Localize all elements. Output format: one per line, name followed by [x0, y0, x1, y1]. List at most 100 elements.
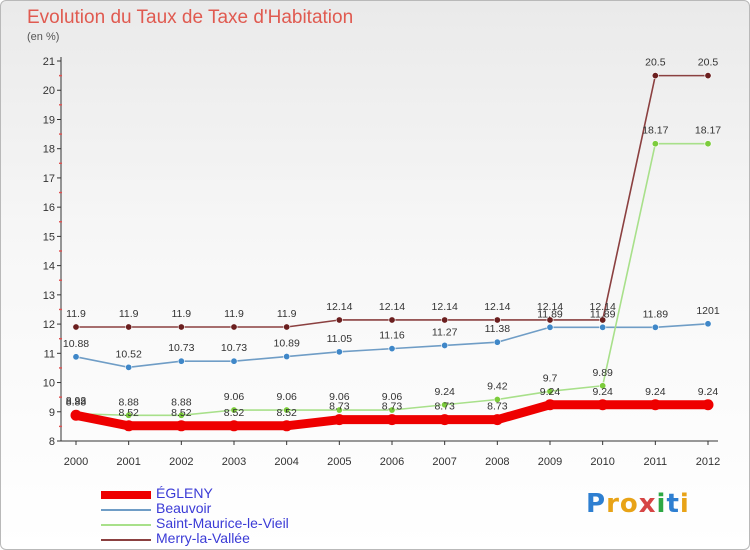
y-tick-label: 10 — [43, 378, 55, 390]
y-tick-label: 15 — [43, 231, 55, 243]
data-point — [493, 338, 501, 346]
data-label: 10.73 — [221, 342, 247, 354]
data-label: 9.24 — [540, 386, 561, 398]
data-label: 9.24 — [434, 386, 455, 398]
data-point — [230, 323, 238, 331]
data-point — [228, 420, 240, 432]
data-point — [70, 409, 82, 421]
data-label: 9.06 — [329, 391, 350, 403]
y-tick-label: 9 — [49, 407, 55, 419]
legend-swatch — [101, 539, 151, 541]
data-point — [230, 357, 238, 365]
data-point — [439, 414, 451, 426]
data-label: 9.7 — [543, 372, 558, 384]
data-label: 12.14 — [537, 301, 563, 313]
y-tick-label: 8 — [49, 436, 55, 448]
x-tick-label: 2012 — [696, 456, 720, 468]
y-tick-label: 13 — [43, 290, 55, 302]
data-label: 8.88 — [171, 396, 192, 408]
data-point — [335, 316, 343, 324]
data-point — [177, 323, 185, 331]
data-point — [702, 399, 714, 411]
data-point — [544, 399, 556, 411]
legend-swatch — [101, 524, 151, 526]
x-tick-label: 2000 — [64, 456, 88, 468]
series-line-2 — [75, 142, 709, 417]
data-point — [651, 323, 659, 331]
data-point — [493, 395, 501, 403]
logo-letter: i — [656, 489, 667, 519]
data-point — [123, 420, 135, 432]
data-point — [651, 72, 659, 80]
data-point — [649, 399, 661, 411]
data-label: 12.14 — [590, 301, 616, 313]
data-label: 12.14 — [432, 301, 458, 313]
data-point — [546, 387, 554, 395]
data-point — [177, 357, 185, 365]
data-point — [704, 320, 712, 328]
y-tick-label: 18 — [43, 144, 55, 156]
data-label: 12.14 — [379, 301, 405, 313]
x-tick-label: 2009 — [538, 456, 562, 468]
data-label: 9.06 — [224, 391, 245, 403]
data-point — [283, 406, 291, 414]
y-tick-label: 20 — [43, 85, 55, 97]
data-label: 1201 — [696, 305, 720, 317]
data-point — [491, 414, 503, 426]
data-point — [441, 316, 449, 324]
data-point — [72, 353, 80, 361]
data-label: 8.52 — [276, 407, 297, 419]
legend-label: Merry-la-Vallée — [156, 530, 250, 546]
data-label: 9.24 — [592, 386, 613, 398]
data-label: 12.14 — [326, 301, 352, 313]
x-tick-label: 2004 — [274, 456, 298, 468]
data-label: 11.89 — [643, 308, 669, 320]
data-label: 9.89 — [592, 367, 613, 379]
data-point — [704, 72, 712, 80]
x-tick-label: 2008 — [485, 456, 509, 468]
data-label: 10.52 — [116, 348, 142, 360]
data-point — [599, 323, 607, 331]
data-label: 20.5 — [698, 57, 719, 69]
data-point — [388, 406, 396, 414]
data-point — [335, 406, 343, 414]
data-point — [333, 414, 345, 426]
data-label: 8.88 — [118, 396, 139, 408]
chart-title: Evolution du Taux de Taxe d'Habitation — [27, 7, 354, 28]
data-label: 11.9 — [224, 308, 244, 320]
legend-label: Beauvoir — [156, 500, 212, 516]
data-label: 8.93 — [66, 395, 87, 407]
data-label: 11.27 — [432, 326, 458, 338]
data-label: 11.9 — [277, 308, 297, 320]
logo-letter: i — [679, 489, 690, 519]
data-label: 9.42 — [487, 380, 508, 392]
y-tick-label: 17 — [43, 173, 55, 185]
legend-swatch — [101, 509, 151, 511]
data-label: 12.14 — [484, 301, 510, 313]
data-label: 11.9 — [171, 308, 191, 320]
y-tick-label: 19 — [43, 114, 55, 126]
series-line-3 — [75, 74, 709, 328]
data-label: 18.17 — [642, 125, 668, 137]
data-point — [177, 411, 185, 419]
data-point — [546, 323, 554, 331]
data-point — [704, 140, 712, 148]
data-point — [72, 323, 80, 331]
y-tick-label: 21 — [43, 56, 55, 68]
data-point — [599, 382, 607, 390]
data-point — [125, 363, 133, 371]
data-point — [281, 420, 293, 432]
x-tick-label: 2011 — [644, 456, 668, 468]
x-tick-label: 2007 — [432, 456, 456, 468]
data-point — [388, 345, 396, 353]
data-label: 11.16 — [379, 330, 405, 342]
data-label: 11.89 — [590, 308, 616, 320]
x-tick-label: 2005 — [327, 456, 351, 468]
data-label: 8.73 — [434, 401, 455, 413]
data-label: 9.06 — [382, 391, 403, 403]
x-tick-label: 2006 — [380, 456, 404, 468]
data-point — [651, 140, 659, 148]
data-label: 10.88 — [63, 338, 89, 350]
data-point — [125, 411, 133, 419]
